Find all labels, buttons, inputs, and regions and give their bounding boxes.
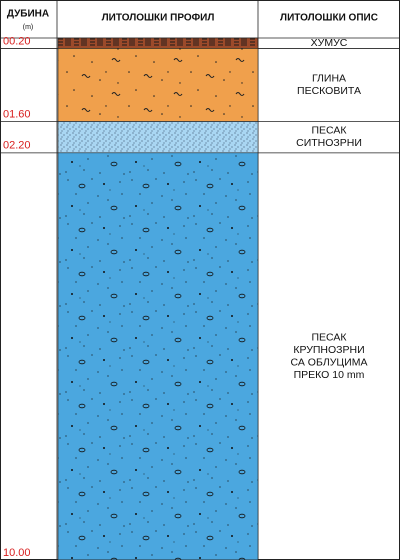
header-unit: (m) (23, 24, 34, 31)
layer-description: ГЛИНА (312, 73, 346, 85)
layer-fill (57, 152, 259, 560)
layer-description: СИТНОЗРНИ (296, 137, 362, 149)
layer-description: ПЕСАК (311, 125, 347, 137)
header-profile: ЛИТОЛОШКИ ПРОФИЛ (102, 13, 215, 24)
layer-fill (57, 121, 259, 154)
layers: 00.20 ХУМУС01.60ГЛИНАПЕСКОВИТА02.20ПЕСАКС… (0, 35, 400, 560)
header-depth: ДУБИНА (7, 9, 49, 20)
layer-fill (57, 37, 259, 49)
layer-description: ПРЕКО 10 mm (294, 369, 365, 381)
layer-fill (57, 48, 259, 122)
depth-label: 10.00 (3, 547, 31, 559)
depth-label: 01.60 (3, 108, 31, 120)
layer-description: СА ОБЛУЦИМА (291, 356, 368, 368)
header-description: ЛИТОЛОШКИ ОПИС (280, 13, 378, 24)
layer-description: КРУПНОЗРНИ (293, 344, 364, 356)
depth-label: 00.20 (3, 35, 31, 47)
layer-description: ХУМУС (311, 37, 348, 49)
layer-description: ПЕСАК (311, 331, 347, 343)
depth-label: 02.20 (3, 140, 31, 152)
layer-description: ПЕСКОВИТА (297, 85, 361, 97)
